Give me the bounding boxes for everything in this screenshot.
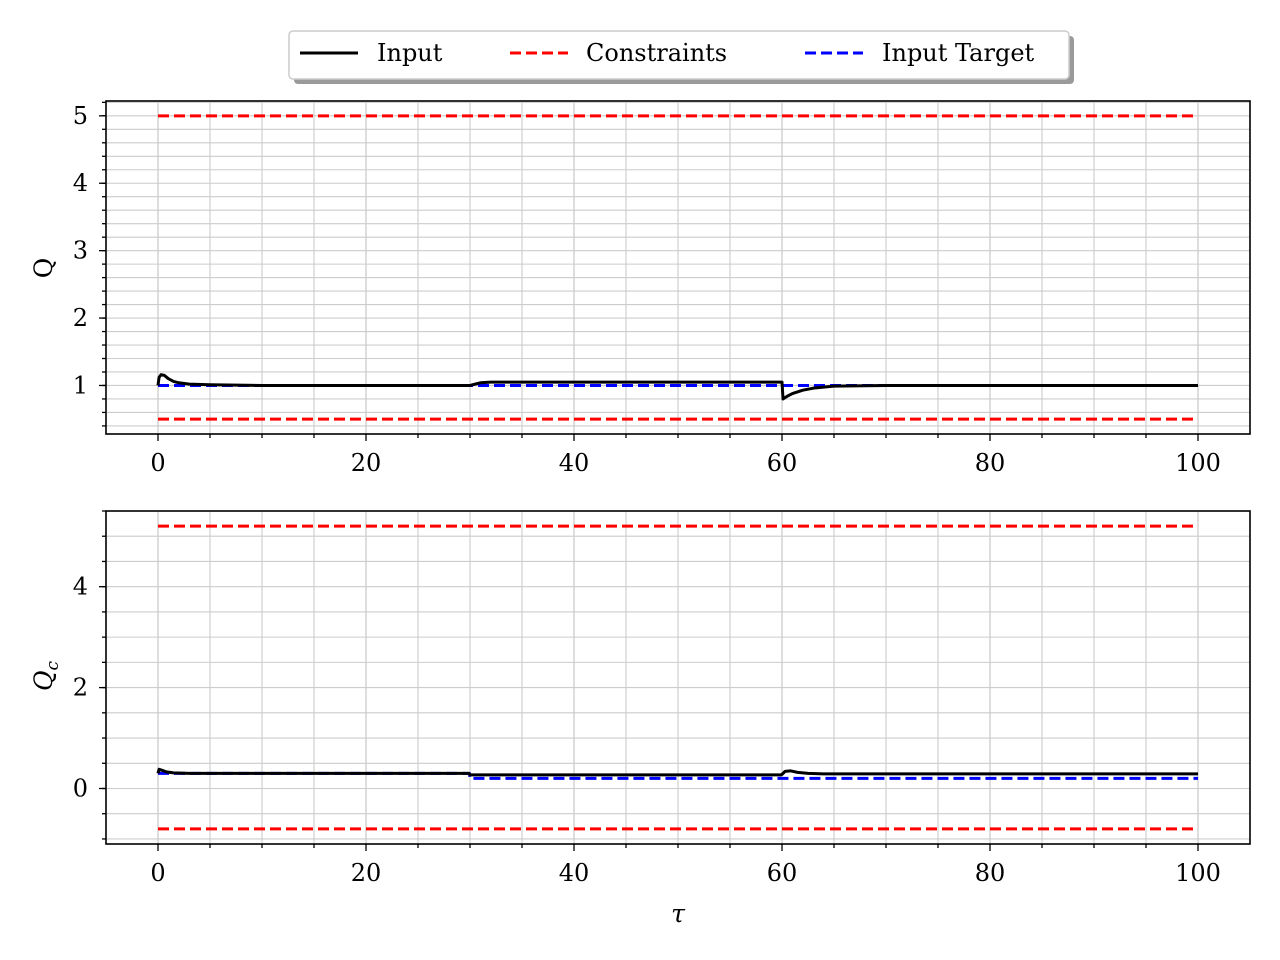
legend-box bbox=[288, 30, 1070, 80]
series-input-line bbox=[156, 767, 1198, 777]
x-tick-label: 40 bbox=[559, 859, 590, 887]
y-tick-label: 1 bbox=[73, 371, 88, 399]
x-tick-label: 20 bbox=[351, 859, 382, 887]
x-tick-label: 80 bbox=[975, 449, 1006, 477]
bottom-ylabel: Qc bbox=[29, 661, 63, 692]
bottom-grid bbox=[106, 510, 1250, 844]
bottom-ticks: 0 20 40 60 80 100 0 2 4 bbox=[73, 510, 1221, 887]
top-grid bbox=[106, 101, 1250, 434]
bottom-ylabel-base: Q bbox=[29, 671, 58, 692]
x-tick-label: 80 bbox=[975, 859, 1006, 887]
bottom-ylabel-sub: c bbox=[43, 661, 63, 671]
x-tick-label: 0 bbox=[150, 449, 165, 477]
legend: Input Constraints Input Target bbox=[288, 30, 1074, 84]
x-tick-label: 20 bbox=[351, 449, 382, 477]
bottom-series bbox=[156, 524, 1198, 831]
x-tick-label: 60 bbox=[767, 449, 798, 477]
top-ticks: 0 20 40 60 80 100 1 2 3 4 5 bbox=[73, 101, 1221, 477]
y-tick-label: 4 bbox=[73, 573, 88, 601]
y-tick-label: 3 bbox=[73, 237, 88, 265]
y-tick-label: 5 bbox=[73, 102, 88, 130]
top-series bbox=[156, 114, 1198, 421]
y-tick-label: 2 bbox=[73, 304, 88, 332]
x-tick-label: 100 bbox=[1175, 859, 1221, 887]
legend-label-input: Input bbox=[377, 39, 443, 67]
top-ylabel: Q bbox=[29, 258, 58, 279]
x-tick-label: 60 bbox=[767, 859, 798, 887]
bottom-xlabel: τ bbox=[671, 899, 686, 928]
top-subplot: 0 20 40 60 80 100 1 2 3 4 5 Q bbox=[29, 100, 1251, 477]
series-input-line bbox=[156, 373, 1198, 401]
x-tick-label: 0 bbox=[150, 859, 165, 887]
x-tick-label: 40 bbox=[559, 449, 590, 477]
legend-label-constraints: Constraints bbox=[586, 39, 727, 67]
legend-label-input-target: Input Target bbox=[882, 39, 1035, 67]
y-tick-label: 2 bbox=[73, 674, 88, 702]
y-tick-label: 0 bbox=[73, 775, 88, 803]
x-tick-label: 100 bbox=[1175, 449, 1221, 477]
y-tick-label: 4 bbox=[73, 169, 88, 197]
bottom-subplot: 0 20 40 60 80 100 0 2 4 Qc τ bbox=[29, 510, 1251, 928]
